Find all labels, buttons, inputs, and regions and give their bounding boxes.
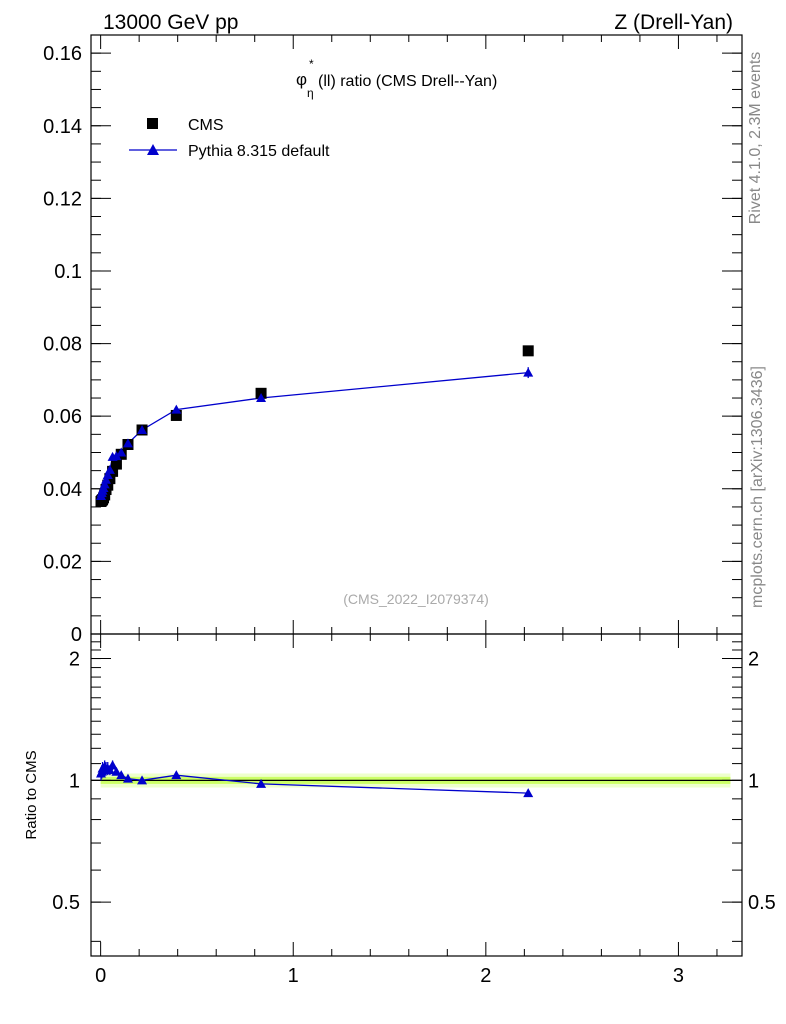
ratio-xtick-label: 0	[95, 965, 106, 987]
main-ytick-label: 0.1	[54, 261, 82, 283]
pythia-point	[256, 393, 267, 403]
pythia-line	[100, 371, 529, 497]
ratio-pythia-point	[171, 770, 182, 780]
cms-point	[110, 458, 122, 470]
plot-title-text: (ll) ratio (CMS Drell--Yan)	[318, 73, 497, 90]
rivet-version-label: Rivet 4.1.0, 2.3M events	[747, 52, 764, 225]
ratio-xtick-label: 3	[673, 965, 684, 987]
main-ytick-label: 0.02	[43, 551, 82, 573]
pythia-point	[122, 438, 133, 448]
main-ytick-label: 0.14	[43, 116, 82, 138]
main-ytick-label: 0.06	[43, 406, 82, 428]
ratio-ytick-label-right: 2	[748, 649, 759, 671]
main-ytick-label: 0.08	[43, 334, 82, 356]
ratio-ytick-label-right: 0.5	[748, 892, 776, 914]
ratio-pythia-point	[122, 773, 133, 783]
ratio-xtick-label: 1	[288, 965, 299, 987]
header-right-label: Z (Drell-Yan)	[614, 11, 733, 34]
ratio-xtick-label: 2	[480, 965, 491, 987]
pythia-point	[102, 469, 113, 479]
ratio-ytick-label: 1	[69, 770, 80, 792]
main-ytick-label: 0.16	[43, 43, 82, 65]
pythia-point	[523, 367, 534, 377]
ratio-pythia-point	[137, 775, 148, 785]
ratio-ylabel: Ratio to CMS	[23, 750, 40, 839]
pythia-point	[171, 404, 182, 414]
legend-label-pythia: Pythia 8.315 default	[188, 143, 330, 160]
ratio-pythia-point	[111, 766, 122, 776]
plot-title-star: *	[309, 57, 314, 71]
main-ytick-label: 0	[71, 624, 82, 646]
legend-marker-pythia	[147, 144, 159, 155]
pythia-point	[101, 474, 112, 484]
pythia-point	[137, 424, 148, 434]
ratio-pythia-point	[523, 788, 534, 798]
main-ytick-label: 0.12	[43, 188, 82, 210]
ratio-pythia-point	[107, 760, 118, 770]
ratio-plot-panel: 0.5 0.5 1 1 2 2 0 1 2 3	[52, 633, 776, 987]
plot-title-eta: η	[307, 86, 314, 100]
pythia-point	[104, 464, 115, 474]
ratio-ytick-label-right: 1	[748, 770, 759, 792]
pythia-point	[99, 479, 110, 489]
main-ytick-label: 0.04	[43, 479, 82, 501]
ratio-pythia-point	[104, 765, 115, 775]
ratio-plot-frame	[90, 633, 743, 957]
header-left-label: 13000 GeV pp	[103, 11, 238, 34]
ratio-pythia-point	[116, 770, 127, 780]
legend-marker-cms	[147, 118, 158, 129]
plot-title-phi: φ	[296, 70, 307, 89]
ratio-ytick-label: 0.5	[52, 892, 80, 914]
plot-title: φ * η (ll) ratio (CMS Drell--Yan)	[296, 57, 497, 100]
ratio-ytick-label: 2	[69, 649, 80, 671]
legend: CMS Pythia 8.315 default	[129, 117, 330, 160]
cms-point	[170, 409, 182, 421]
ratio-pythia-point	[256, 778, 267, 788]
pythia-point	[111, 451, 122, 461]
analysis-tag: (CMS_2022_I2079374)	[343, 591, 489, 607]
pythia-point	[116, 447, 127, 457]
source-label: mcplots.cern.ch [arXiv:1306.3436]	[749, 366, 766, 608]
cms-point	[522, 345, 534, 357]
legend-label-cms: CMS	[188, 117, 224, 134]
